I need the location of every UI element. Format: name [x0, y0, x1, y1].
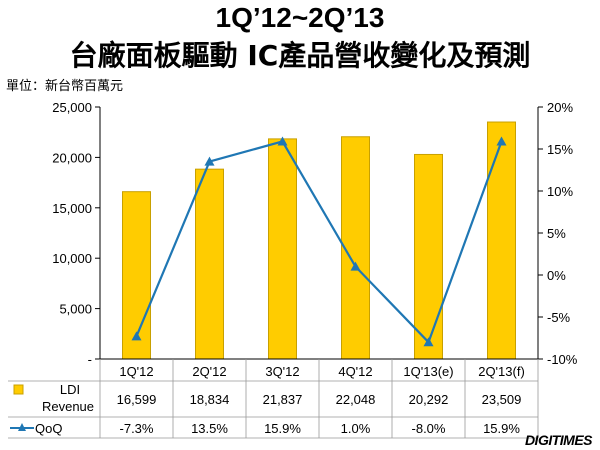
qoq-cell: -8.0%	[412, 421, 446, 436]
qoq-point-2Q'12	[204, 156, 215, 166]
chart-subtitle: 台廠面板驅動 IC產品營收變化及預測	[69, 39, 531, 72]
left-tick-label: 20,000	[52, 150, 92, 165]
qoq-cell: 13.5%	[191, 421, 228, 436]
category-label: 1Q'12	[119, 364, 153, 379]
chart-title: 1Q’12~2Q’13	[215, 2, 385, 33]
revenue-cell: 22,048	[336, 392, 376, 407]
left-tick-label: 25,000	[52, 100, 92, 115]
right-tick-label: 5%	[547, 226, 566, 241]
legend-swatch-revenue	[13, 384, 24, 395]
right-tick-label: 0%	[547, 268, 566, 283]
qoq-cell: -7.3%	[120, 421, 154, 436]
revenue-cell: 18,834	[190, 392, 230, 407]
unit-label: 單位：新台幣百萬元	[6, 79, 124, 94]
axes: - 5,000 10,000 15,000 20,000 25,000 -10% -5% 0% 5…	[52, 100, 578, 367]
qoq-line	[135, 140, 503, 345]
qoq-line-series	[131, 136, 507, 347]
right-tick-label: 20%	[547, 100, 573, 115]
qoq-cell: 15.9%	[264, 421, 301, 436]
qoq-point-4Q'12	[350, 261, 361, 271]
digitimes-logo: DIGITIMES	[524, 432, 593, 448]
revenue-cell: 16,599	[117, 392, 157, 407]
category-label: 3Q'12	[265, 364, 299, 379]
bar-2Q'12	[195, 168, 224, 360]
category-label: 4Q'12	[338, 364, 372, 379]
revenue-cell: 20,292	[409, 392, 449, 407]
right-tick-label: 15%	[547, 142, 573, 157]
legend-label-revenue: LDI	[60, 382, 80, 397]
qoq-cell: 1.0%	[341, 421, 371, 436]
qoq-point-2Q'13(f)	[496, 136, 507, 146]
qoq-point-1Q'13(e)	[423, 337, 434, 347]
right-tick-label: -5%	[547, 310, 571, 325]
category-label: 2Q'12	[192, 364, 226, 379]
bar-3Q'12	[268, 138, 297, 360]
category-label: 2Q'13(f)	[478, 364, 525, 379]
right-tick-label: -10%	[547, 352, 578, 367]
data-table: 1Q'12 2Q'12 3Q'12 4Q'12 1Q'13(e) 2Q'13(f) LDI R…	[8, 359, 539, 439]
bar-series	[122, 121, 516, 360]
legend-marker-qoq	[18, 423, 26, 431]
legend-label-revenue: Revenue	[42, 399, 94, 414]
bar-2Q'13(f)	[487, 121, 516, 360]
left-tick-label: -	[88, 352, 92, 367]
category-label: 1Q'13(e)	[403, 364, 453, 379]
left-tick-label: 5,000	[59, 302, 92, 317]
qoq-point-1Q'12	[131, 331, 142, 341]
bar-1Q'13(e)	[414, 153, 443, 360]
left-tick-label: 15,000	[52, 201, 92, 216]
revenue-cell: 21,837	[263, 392, 303, 407]
right-tick-label: 10%	[547, 184, 573, 199]
qoq-cell: 15.9%	[483, 421, 520, 436]
bar-1Q'12	[122, 191, 151, 360]
qoq-point-3Q'12	[277, 136, 288, 146]
legend-label-qoq: QoQ	[35, 421, 62, 436]
left-tick-label: 10,000	[52, 251, 92, 266]
bar-4Q'12	[341, 136, 370, 360]
revenue-cell: 23,509	[482, 392, 522, 407]
